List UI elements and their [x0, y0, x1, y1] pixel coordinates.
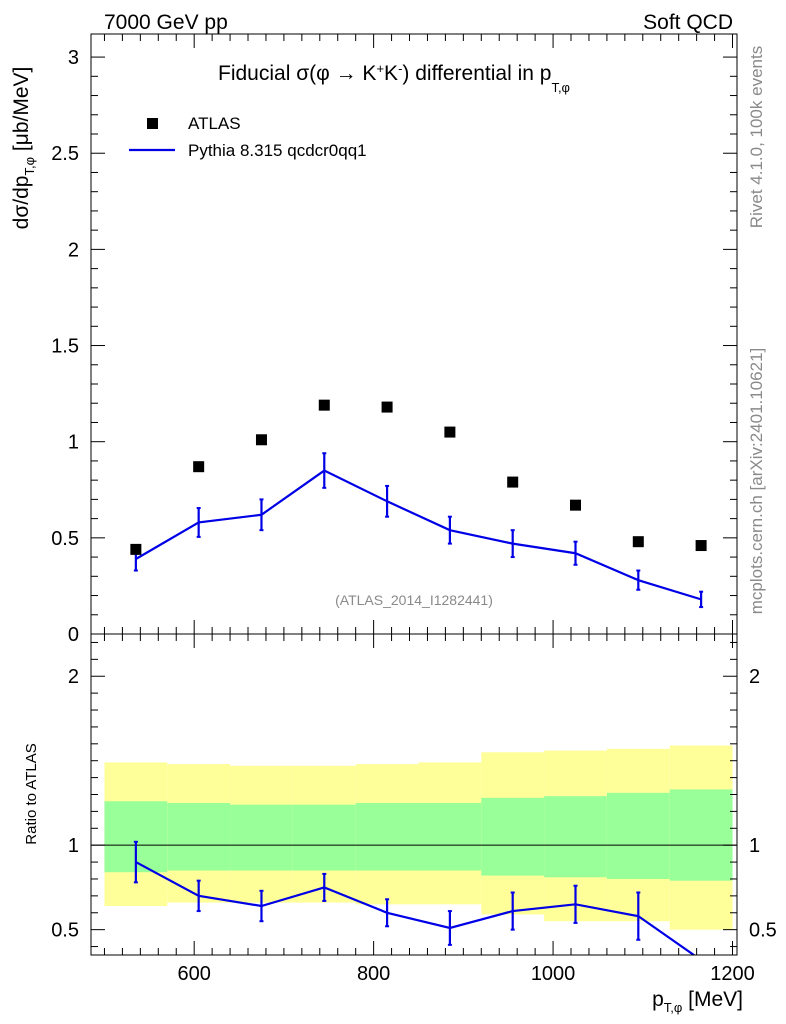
ratio-green-band [292, 804, 356, 871]
ratio-green-band [606, 792, 670, 879]
x-tick-label: 800 [357, 963, 390, 985]
ratio-frame [90, 633, 738, 956]
x-axis-label: pT,φ [MeV] [652, 988, 743, 1015]
ratio-y-tick-label-right: 0.5 [749, 920, 777, 942]
ratio-ylabel: Ratio to ATLAS [23, 743, 40, 844]
atlas-point [570, 499, 581, 511]
ratio-ticks: 0.5 0.5 1 1 2 2 600 800 1000 1200 [51, 634, 777, 985]
atlas-point [632, 536, 644, 548]
ratio-y-tick-label: 1 [68, 835, 79, 857]
mcplots-label: mcplots.cern.ch [arXiv:2401.10621] [747, 348, 766, 614]
main-panel: 0 0.5 1 1.5 2 2.5 3 (ATLAS_2014_I1282441) Fidu… [10, 33, 738, 646]
ratio-green-band [669, 789, 733, 881]
ratio-y-tick-label-right: 2 [749, 666, 760, 688]
main-y-tick-label: 1 [68, 432, 79, 454]
main-ticks: 0 0.5 1 1.5 2 2.5 3 [51, 34, 737, 646]
process-label: Soft QCD [643, 11, 733, 34]
atlas-point [444, 426, 456, 438]
main-y-tick-label: 0.5 [51, 528, 79, 550]
atlas-point [381, 401, 393, 413]
x-tick-label: 600 [177, 963, 210, 985]
ratio-line [135, 861, 696, 955]
pythia-line [135, 469, 702, 601]
main-ylabel: dσ/dpT,φ [μb/MeV] [10, 67, 37, 230]
main-y-tick-label: 2.5 [51, 143, 79, 165]
main-title: Fiducial σ(φ → K+K-) differential in pT,… [218, 61, 570, 95]
ratio-green-band [418, 802, 482, 871]
atlas-point [193, 461, 205, 473]
main-y-tick-label: 2 [68, 239, 79, 261]
main-y-tick-label: 3 [68, 47, 79, 69]
legend-pythia-label: Pythia 8.315 qcdcr0qq1 [188, 141, 367, 160]
ratio-series-group [133, 840, 696, 955]
legend: ATLAS Pythia 8.315 qcdcr0qq1 [129, 114, 367, 160]
main-series [130, 399, 707, 609]
ratio-y-tick-label-right: 1 [749, 835, 760, 857]
x-tick-label: 1000 [531, 963, 576, 985]
x-tick-label: 1200 [710, 963, 755, 985]
legend-atlas-marker [147, 118, 158, 129]
energy-label: 7000 GeV pp [104, 11, 228, 34]
ratio-green-band [355, 802, 419, 871]
atlas-point [695, 540, 707, 552]
ratio-green-band [167, 802, 231, 871]
atlas-point [255, 434, 267, 446]
analysis-label: (ATLAS_2014_I1282441) [335, 592, 493, 608]
ratio-green-band [544, 796, 607, 878]
legend-atlas-label: ATLAS [188, 114, 241, 133]
main-y-tick-label: 0 [68, 624, 79, 646]
ratio-green-band [230, 804, 293, 871]
atlas-point [130, 543, 142, 555]
ratio-y-tick-label: 2 [68, 666, 79, 688]
atlas-point [318, 399, 330, 411]
ratio-y-tick-label: 0.5 [51, 920, 79, 942]
atlas-point [507, 476, 519, 488]
main-y-tick-label: 1.5 [51, 336, 79, 358]
ratio-bands [91, 745, 737, 930]
ratio-green-band [481, 797, 545, 876]
rivet-label: Rivet 4.1.0, 100k events [747, 46, 766, 228]
ratio-series [133, 840, 696, 955]
